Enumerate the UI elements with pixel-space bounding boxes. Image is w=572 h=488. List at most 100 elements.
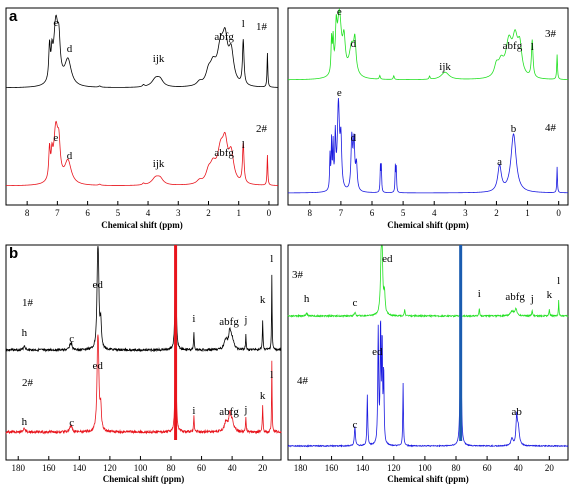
x-tick-label: 8: [308, 208, 313, 218]
x-tick-label: 40: [514, 463, 524, 473]
peak-label-j: j: [530, 293, 534, 305]
sample-label-2#: 2#: [256, 123, 268, 135]
peak-label-e: e: [337, 87, 342, 99]
x-tick-label: 80: [452, 463, 462, 473]
x-tick-label: 3: [463, 208, 468, 218]
x-tick-label: 4: [146, 208, 151, 218]
plot-frame: [5, 244, 282, 461]
peak-label-ijk: ijk: [153, 53, 165, 65]
peak-label-h: h: [304, 293, 310, 305]
x-tick-label: 160: [42, 463, 56, 473]
panel-3: 180 160 140 120 100 80 60 40 20 Chemical shift (p…: [5, 244, 282, 484]
peak-label-d: d: [351, 132, 357, 144]
x-tick-label: 180: [11, 463, 25, 473]
spectrum-3#: [288, 8, 569, 81]
x-tick-label: 2: [494, 208, 499, 218]
x-tick-label: 80: [167, 463, 177, 473]
peak-label-d: d: [351, 38, 357, 50]
sample-label-2#: 2#: [22, 377, 34, 389]
x-tick-label: 3: [176, 208, 181, 218]
x-tick-label: 100: [418, 463, 432, 473]
x-tick-label: 120: [103, 463, 117, 473]
peak-label-h: h: [22, 327, 28, 339]
x-tick-label: 7: [339, 208, 344, 218]
peak-label-c: c: [69, 333, 74, 345]
peak-label-h: h: [22, 416, 28, 428]
x-tick-label: 60: [483, 463, 493, 473]
peak-label-i: i: [192, 313, 195, 325]
x-tick-label: 180: [294, 463, 308, 473]
sample-label-1#: 1#: [256, 21, 268, 33]
peak-label-j: j: [243, 314, 247, 326]
panel-label-a: a: [9, 8, 18, 25]
spectrum-4#: [287, 253, 569, 448]
peak-label-k: k: [260, 294, 266, 306]
x-axis-title: Chemical shift (ppm): [387, 220, 469, 230]
peak-label-e: e: [337, 6, 342, 18]
x-axis-title: Chemical shift (ppm): [387, 474, 469, 484]
x-tick-label: 5: [401, 208, 406, 218]
sample-label-3#: 3#: [545, 28, 557, 40]
peak-label-ab: ab: [511, 406, 522, 418]
spectrum-1#: [5, 245, 282, 353]
peak-label-abfg: abfg: [219, 406, 239, 418]
plot-frame: [287, 7, 569, 206]
spectrum-2#: [6, 120, 279, 187]
x-tick-label: 120: [387, 463, 401, 473]
x-tick-label: 60: [197, 463, 207, 473]
x-tick-label: 160: [325, 463, 339, 473]
x-axis-title: Chemical shift (ppm): [101, 220, 183, 230]
peak-label-j: j: [243, 404, 247, 416]
peak-label-e: e: [53, 132, 58, 144]
x-tick-label: 140: [356, 463, 370, 473]
x-tick-label: 0: [267, 208, 272, 218]
peak-label-b: b: [511, 123, 517, 135]
peak-label-ed: ed: [382, 253, 393, 265]
peak-label-a: a: [497, 156, 502, 168]
peak-label-abfg: abfg: [503, 40, 523, 52]
x-tick-label: 20: [258, 463, 268, 473]
peak-label-k: k: [547, 289, 553, 301]
peak-label-d: d: [67, 43, 73, 55]
peak-label-l: l: [270, 253, 273, 265]
peak-label-l: l: [270, 369, 273, 381]
peak-label-c: c: [352, 419, 357, 431]
peak-label-abfg: abfg: [219, 316, 239, 328]
peak-label-d: d: [67, 150, 73, 162]
peak-label-ed: ed: [92, 360, 103, 372]
x-tick-label: 2: [206, 208, 211, 218]
peak-label-i: i: [478, 288, 481, 300]
peak-label-i: i: [192, 405, 195, 417]
spectrum-3#: [287, 245, 569, 319]
plot-frame: [5, 7, 279, 206]
sample-label-4#: 4#: [545, 122, 557, 134]
plot-frame: [287, 244, 569, 461]
panel-label-b: b: [9, 245, 18, 262]
sample-label-1#: 1#: [22, 297, 34, 309]
peak-label-l: l: [242, 139, 245, 151]
x-tick-label: 0: [556, 208, 561, 218]
spectrum-4#: [288, 97, 569, 194]
x-tick-label: 20: [545, 463, 555, 473]
x-tick-label: 6: [85, 208, 90, 218]
x-tick-label: 7: [55, 208, 60, 218]
x-tick-label: 1: [525, 208, 530, 218]
peak-label-l: l: [242, 18, 245, 30]
x-axis-title: Chemical shift (ppm): [103, 474, 185, 484]
peak-label-l: l: [531, 41, 534, 53]
peak-label-abfg: abfg: [505, 291, 525, 303]
x-tick-label: 6: [370, 208, 375, 218]
peak-label-ijk: ijk: [439, 61, 451, 73]
peak-label-ed: ed: [92, 279, 103, 291]
x-tick-label: 140: [73, 463, 87, 473]
x-tick-label: 4: [432, 208, 437, 218]
x-tick-label: 40: [228, 463, 238, 473]
spectrum-1#: [5, 14, 279, 89]
peak-label-c: c: [352, 297, 357, 309]
sample-label-4#: 4#: [297, 375, 309, 387]
sample-label-3#: 3#: [292, 269, 304, 281]
x-tick-label: 1: [236, 208, 241, 218]
peak-label-c: c: [69, 417, 74, 429]
